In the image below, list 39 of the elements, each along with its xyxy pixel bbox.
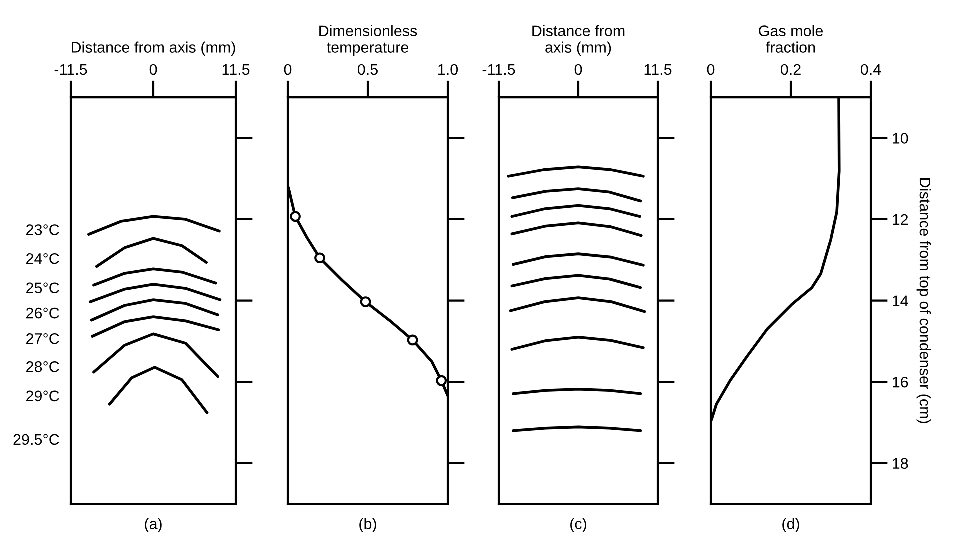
text: 26°C — [26, 308, 60, 319]
x-axis-title: Dimensionless temperature — [320, 25, 418, 56]
x-tick-label: -11.5 — [482, 64, 516, 76]
text: 27°C — [26, 334, 60, 344]
y-tick-label: 12 — [893, 214, 908, 226]
x-axis-title: Gas mole fraction — [759, 25, 824, 53]
text: (c) — [570, 518, 586, 532]
point — [407, 334, 418, 346]
x-tick-label: 0 — [574, 64, 582, 76]
text: 23°C — [26, 224, 60, 236]
x-axis-title: Distance from axis (mm) — [72, 42, 236, 56]
point — [314, 252, 326, 264]
text: (b) — [360, 518, 376, 532]
x-tick-label: 0 — [707, 64, 715, 76]
x-tick-label: 0.4 — [860, 64, 882, 76]
x-tick-label: 0 — [284, 64, 292, 76]
y-tick-label: 14 — [893, 296, 908, 306]
text: 24°C — [26, 253, 60, 264]
x-axis-title: Distance from axis (mm) — [532, 25, 625, 56]
text: 25°C — [26, 282, 60, 294]
text: 29°C — [26, 390, 60, 402]
text: 28°C — [26, 362, 60, 372]
point — [360, 296, 372, 308]
point — [436, 375, 448, 386]
x-tick-label: 1.0 — [438, 64, 458, 76]
x-tick-label: 0.5 — [358, 64, 378, 76]
y-tick-label: 16 — [893, 376, 908, 388]
x-tick-label: -11.5 — [54, 64, 88, 76]
x-tick-label: 11.5 — [222, 64, 250, 76]
y-tick-label: 18 — [893, 458, 908, 470]
y-axis-title: Distance from top of condenser (cm) — [916, 178, 932, 424]
text: (a) — [145, 518, 162, 532]
text: (d) — [782, 518, 800, 532]
point — [290, 211, 301, 222]
text: 29.5°C — [14, 434, 60, 446]
x-tick-label: 0.2 — [780, 64, 801, 76]
y-tick-label: 10 — [893, 133, 908, 144]
x-tick-label: 11.5 — [644, 64, 672, 76]
x-tick-label: 0 — [150, 64, 158, 76]
